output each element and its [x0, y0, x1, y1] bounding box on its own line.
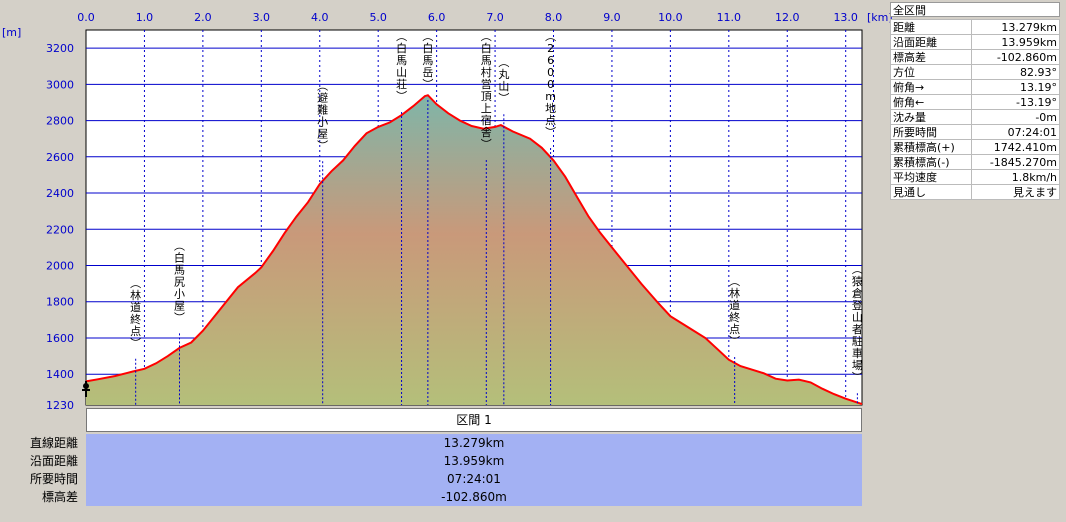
summary-row-value: -1845.270m: [971, 154, 1060, 170]
y-unit-label: [m]: [2, 26, 21, 39]
y-tick-label: 2200: [46, 223, 74, 236]
x-tick-label: 8.0: [545, 11, 563, 24]
y-tick-label: 2400: [46, 187, 74, 200]
y-tick-label: 2600: [46, 151, 74, 164]
waypoint-label: ︵避難小屋︶: [317, 79, 328, 152]
summary-row-label: 累積標高(-): [889, 154, 973, 170]
x-tick-label: 13.0: [833, 11, 858, 24]
elevation-chart: 0.0 1.0 2.0 3.0 4.0 5.0 6.0 7.0 8.0 9.0 10.0 11.0 12…: [2, 11, 893, 410]
elevation-area: [86, 95, 862, 405]
summary-row: 俯角← -13.19°: [889, 94, 1060, 110]
summary-row: 方位 82.93°: [889, 64, 1060, 80]
summary-row-label: 平均速度: [889, 169, 973, 185]
x-tick-label: 5.0: [369, 11, 387, 24]
summary-row-value: -13.19°: [971, 94, 1060, 110]
y-tick-label: 1400: [46, 368, 74, 381]
summary-row-label: 距離: [889, 19, 973, 35]
summary-title: 全区間: [890, 2, 1060, 17]
summary-row-label: 標高差: [889, 49, 973, 65]
y-tick-label: 3000: [46, 78, 74, 91]
section-row-value: 13.279km: [86, 434, 862, 452]
waypoint-label: ︵猿倉登山者駐車場︶: [852, 263, 863, 384]
summary-row-value: 07:24:01: [971, 124, 1060, 140]
x-tick-label: 7.0: [486, 11, 504, 24]
waypoint-label: ︵丸山︶: [498, 56, 509, 105]
summary-table: 距離 13.279km 沿面距離 13.959km 標高差 -102.860m 方位 82.9…: [889, 19, 1060, 200]
summary-panel: 全区間 距離 13.279km 沿面距離 13.959km 標高差 -102.860m 方位…: [889, 2, 1062, 200]
summary-row: 見通し 見えます: [889, 184, 1060, 200]
summary-row: 平均速度 1.8km/h: [889, 169, 1060, 185]
summary-row-label: 見通し: [889, 184, 973, 200]
waypoint-label: ︵白馬山荘︶: [396, 30, 407, 103]
section-row: 直線距離 13.279km: [0, 434, 866, 452]
x-tick-label: 4.0: [311, 11, 329, 24]
summary-row-value: 13.19°: [971, 79, 1060, 95]
section-row: 標高差 -102.860m: [0, 488, 866, 506]
waypoint-label: ︵林道終点︶: [130, 277, 141, 350]
summary-row: 累積標高(+) 1742.410m: [889, 139, 1060, 155]
x-axis-ticks: 0.0 1.0 2.0 3.0 4.0 5.0 6.0 7.0 8.0 9.0 10.0 11.0 12…: [77, 11, 858, 24]
summary-row: 沿面距離 13.959km: [889, 34, 1060, 50]
summary-row-label: 沈み量: [889, 109, 973, 125]
section-row-label: 標高差: [41, 490, 78, 504]
waypoint-label: ︵白馬尻小屋︶: [174, 239, 185, 324]
x-tick-label: 9.0: [603, 11, 621, 24]
waypoint-label: ︵白馬村営頂上宿舎︶: [481, 30, 492, 151]
summary-row-value: 見えます: [971, 184, 1060, 200]
y-tick-label: 3200: [46, 42, 74, 55]
y-tick-label: 1230: [46, 399, 74, 410]
section-row: 所要時間 07:24:01: [0, 470, 866, 488]
summary-row: 標高差 -102.860m: [889, 49, 1060, 65]
x-tick-label: 12.0: [775, 11, 800, 24]
summary-row-value: 1742.410m: [971, 139, 1060, 155]
y-tick-label: 2800: [46, 115, 74, 128]
summary-row: 俯角→ 13.19°: [889, 79, 1060, 95]
y-axis-ticks: 3200 3000 2800 2600 2400 2200 2000 1800 1600 1400…: [46, 42, 74, 410]
section-row-label: 所要時間: [29, 472, 78, 486]
waypoint-label: ︵白馬岳︶: [422, 30, 433, 91]
summary-row-label: 所要時間: [889, 124, 973, 140]
summary-row-label: 俯角←: [889, 94, 973, 110]
y-tick-label: 1600: [46, 332, 74, 345]
summary-row: 距離 13.279km: [889, 19, 1060, 35]
summary-row-value: 13.279km: [971, 19, 1060, 35]
section-header: 区間 1: [86, 408, 862, 432]
summary-row-value: 13.959km: [971, 34, 1060, 50]
summary-row: 累積標高(-) -1845.270m: [889, 154, 1060, 170]
x-unit-label: [km]: [867, 11, 893, 24]
waypoint-labels: ︵林道終点︶ ︵白馬尻小屋︶ ︵避難小屋︶ ︵白馬山荘︶ ︵白馬岳︶ ︵白馬村営頂上宿舎︶…: [130, 30, 863, 405]
section-row-value: 13.959km: [86, 452, 862, 470]
x-tick-label: 0.0: [77, 11, 95, 24]
start-marker-icon: [82, 381, 90, 397]
summary-row: 沈み量 -0m: [889, 109, 1060, 125]
section-row-value: -102.860m: [86, 488, 862, 506]
waypoint-label: ︵ 2 6 0 0 m 地点︶: [545, 30, 556, 139]
waypoint-label: ︵林道終点︶: [729, 275, 740, 348]
x-tick-label: 3.0: [253, 11, 271, 24]
summary-row-label: 俯角→: [889, 79, 973, 95]
section-row-label: 直線距離: [29, 436, 78, 450]
section-row-label: 沿面距離: [29, 454, 78, 468]
section-row-value: 07:24:01: [86, 470, 862, 488]
summary-row-value: 82.93°: [971, 64, 1060, 80]
summary-row-value: -0m: [971, 109, 1060, 125]
summary-row-label: 方位: [889, 64, 973, 80]
y-tick-label: 2000: [46, 260, 74, 273]
x-tick-label: 11.0: [717, 11, 742, 24]
section-row: 沿面距離 13.959km: [0, 452, 866, 470]
summary-row: 所要時間 07:24:01: [889, 124, 1060, 140]
summary-row-label: 累積標高(+): [889, 139, 973, 155]
y-tick-label: 1800: [46, 296, 74, 309]
summary-row-value: -102.860m: [971, 49, 1060, 65]
summary-row-value: 1.8km/h: [971, 169, 1060, 185]
x-tick-label: 6.0: [428, 11, 446, 24]
x-tick-label: 10.0: [658, 11, 683, 24]
x-tick-label: 1.0: [136, 11, 154, 24]
summary-row-label: 沿面距離: [889, 34, 973, 50]
x-tick-label: 2.0: [194, 11, 212, 24]
